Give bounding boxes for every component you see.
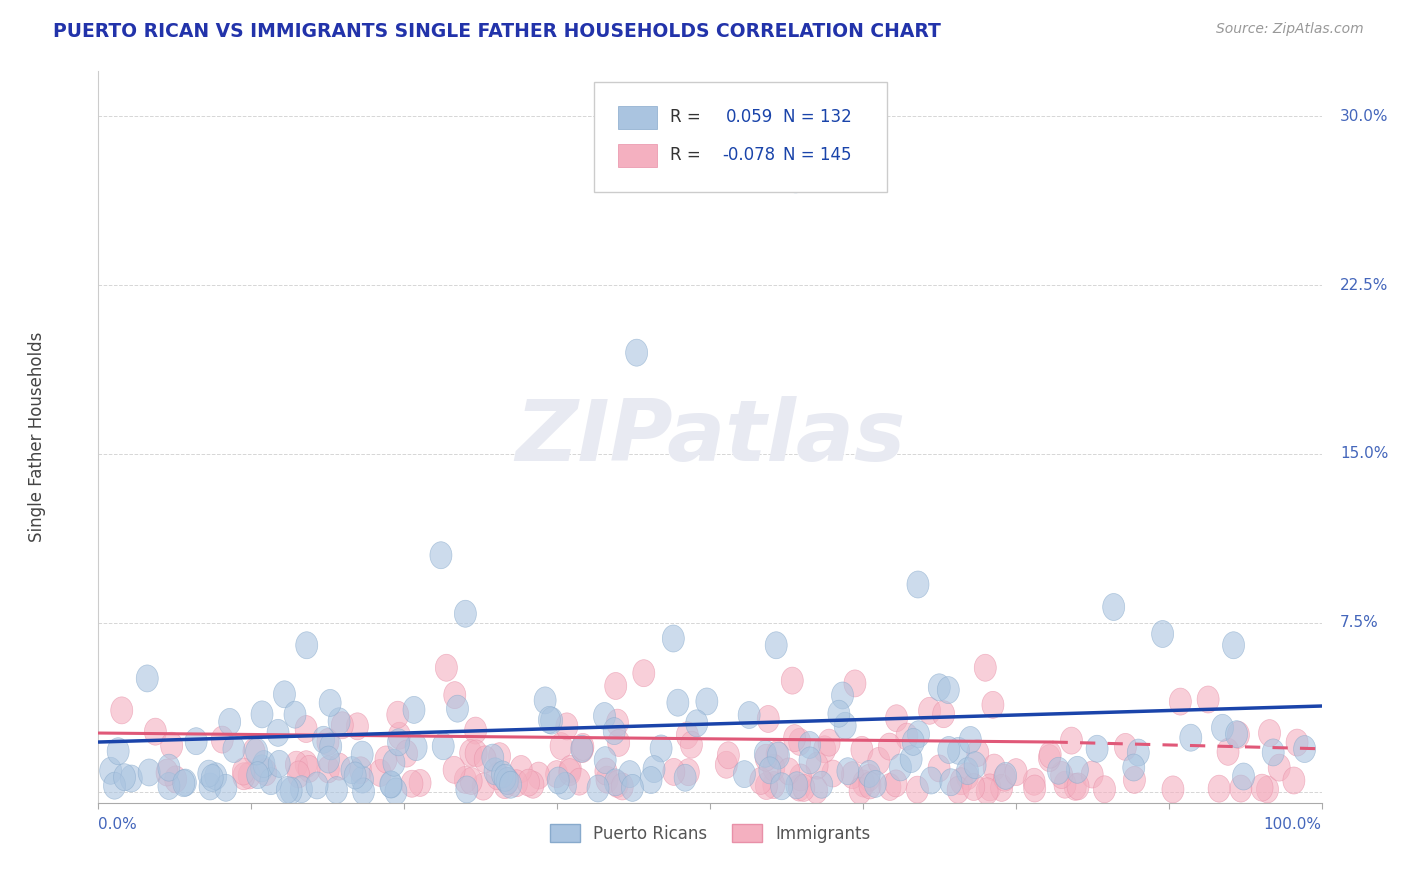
Text: 15.0%: 15.0%: [1340, 447, 1388, 461]
Legend: Puerto Ricans, Immigrants: Puerto Ricans, Immigrants: [543, 818, 877, 849]
Text: 100.0%: 100.0%: [1264, 817, 1322, 832]
Text: Single Father Households: Single Father Households: [28, 332, 46, 542]
Text: N = 145: N = 145: [783, 146, 852, 164]
Text: PUERTO RICAN VS IMMIGRANTS SINGLE FATHER HOUSEHOLDS CORRELATION CHART: PUERTO RICAN VS IMMIGRANTS SINGLE FATHER…: [53, 22, 941, 41]
FancyBboxPatch shape: [593, 82, 887, 192]
Text: R =: R =: [669, 109, 700, 127]
Text: N = 132: N = 132: [783, 109, 852, 127]
Text: Source: ZipAtlas.com: Source: ZipAtlas.com: [1216, 22, 1364, 37]
Text: 0.0%: 0.0%: [98, 817, 138, 832]
Text: ZIPatlas: ZIPatlas: [515, 395, 905, 479]
FancyBboxPatch shape: [619, 106, 658, 129]
Text: 7.5%: 7.5%: [1340, 615, 1379, 631]
FancyBboxPatch shape: [619, 144, 658, 167]
Text: R =: R =: [669, 146, 700, 164]
Text: 22.5%: 22.5%: [1340, 277, 1388, 293]
Text: 0.059: 0.059: [725, 109, 773, 127]
Text: 30.0%: 30.0%: [1340, 109, 1389, 124]
Text: -0.078: -0.078: [723, 146, 775, 164]
